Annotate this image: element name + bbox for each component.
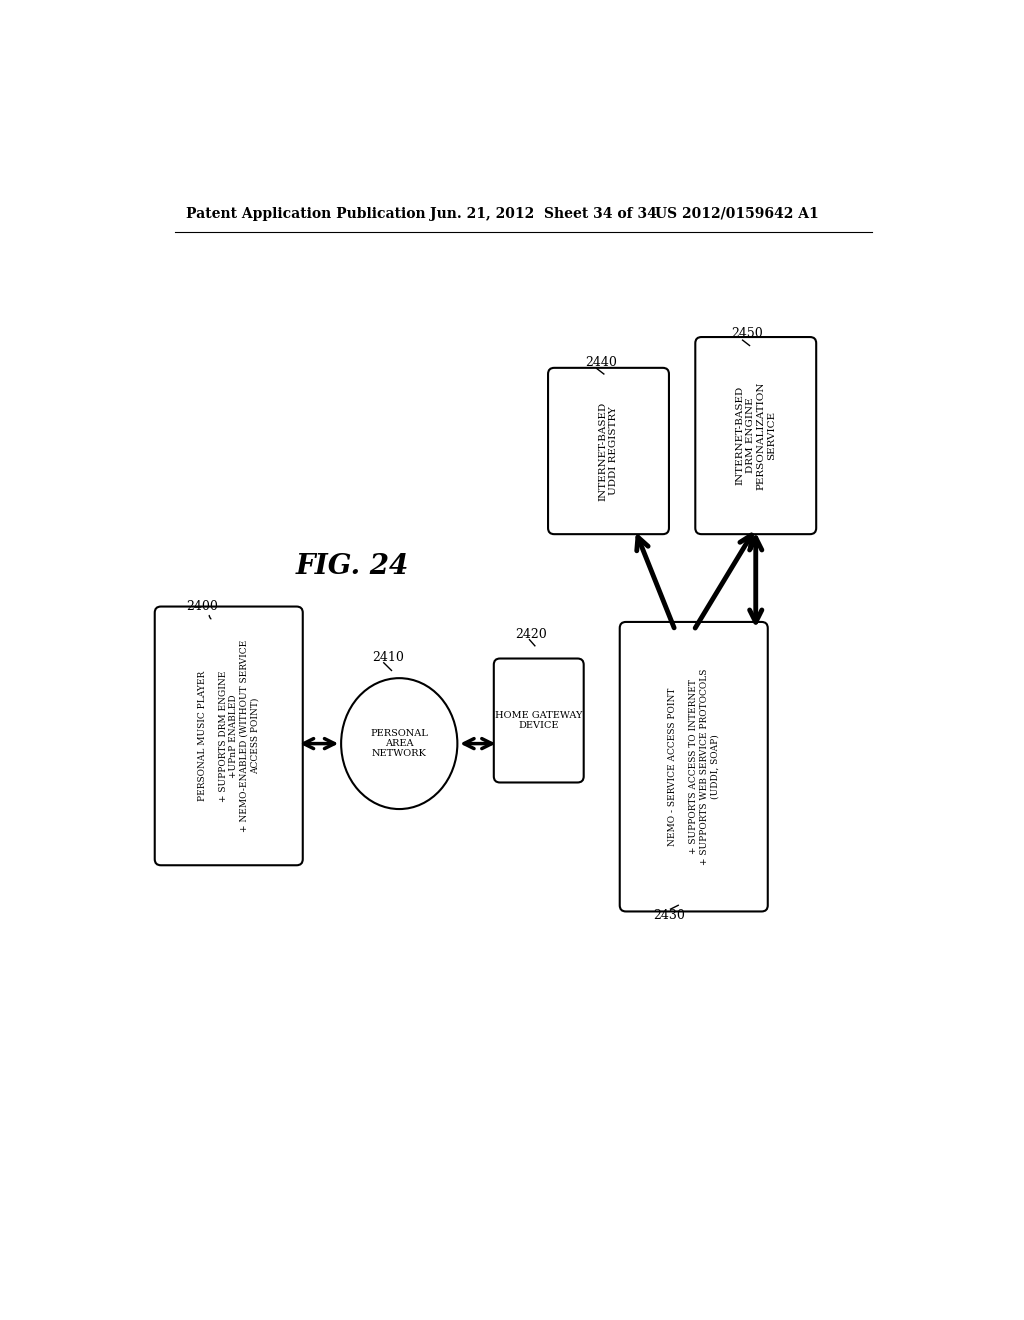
FancyBboxPatch shape: [695, 337, 816, 535]
Text: 2420: 2420: [515, 628, 547, 640]
Text: Patent Application Publication: Patent Application Publication: [186, 207, 426, 220]
Text: 2430: 2430: [653, 908, 685, 921]
Text: 2450: 2450: [731, 327, 763, 341]
Text: 2410: 2410: [372, 651, 404, 664]
Text: 2440: 2440: [586, 356, 617, 370]
Text: PERSONAL MUSIC PLAYER

+ SUPPORTS DRM ENGINE
+UPnP ENABLED
+ NEMO-ENABLED (WITHO: PERSONAL MUSIC PLAYER + SUPPORTS DRM ENG…: [199, 640, 259, 832]
Text: Jun. 21, 2012  Sheet 34 of 34: Jun. 21, 2012 Sheet 34 of 34: [430, 207, 657, 220]
Text: HOME GATEWAY
DEVICE: HOME GATEWAY DEVICE: [495, 710, 583, 730]
Text: PERSONAL
AREA
NETWORK: PERSONAL AREA NETWORK: [371, 729, 428, 759]
FancyBboxPatch shape: [548, 368, 669, 535]
FancyBboxPatch shape: [494, 659, 584, 783]
Text: NEMO - SERVICE ACCESS POINT

+ SUPPORTS ACCESS TO INTERNET
+ SUPPORTS WEB SERVIC: NEMO - SERVICE ACCESS POINT + SUPPORTS A…: [669, 668, 719, 865]
Text: FIG. 24: FIG. 24: [296, 553, 410, 579]
Text: US 2012/0159642 A1: US 2012/0159642 A1: [655, 207, 819, 220]
Text: INTERNET-BASED
UDDI REGISTRY: INTERNET-BASED UDDI REGISTRY: [599, 401, 618, 500]
FancyBboxPatch shape: [620, 622, 768, 911]
FancyBboxPatch shape: [155, 607, 303, 866]
Text: 2400: 2400: [186, 601, 218, 612]
Text: INTERNET-BASED
DRM ENGINE
PERSONALIZATION
SERVICE: INTERNET-BASED DRM ENGINE PERSONALIZATIO…: [735, 381, 776, 490]
Ellipse shape: [341, 678, 458, 809]
